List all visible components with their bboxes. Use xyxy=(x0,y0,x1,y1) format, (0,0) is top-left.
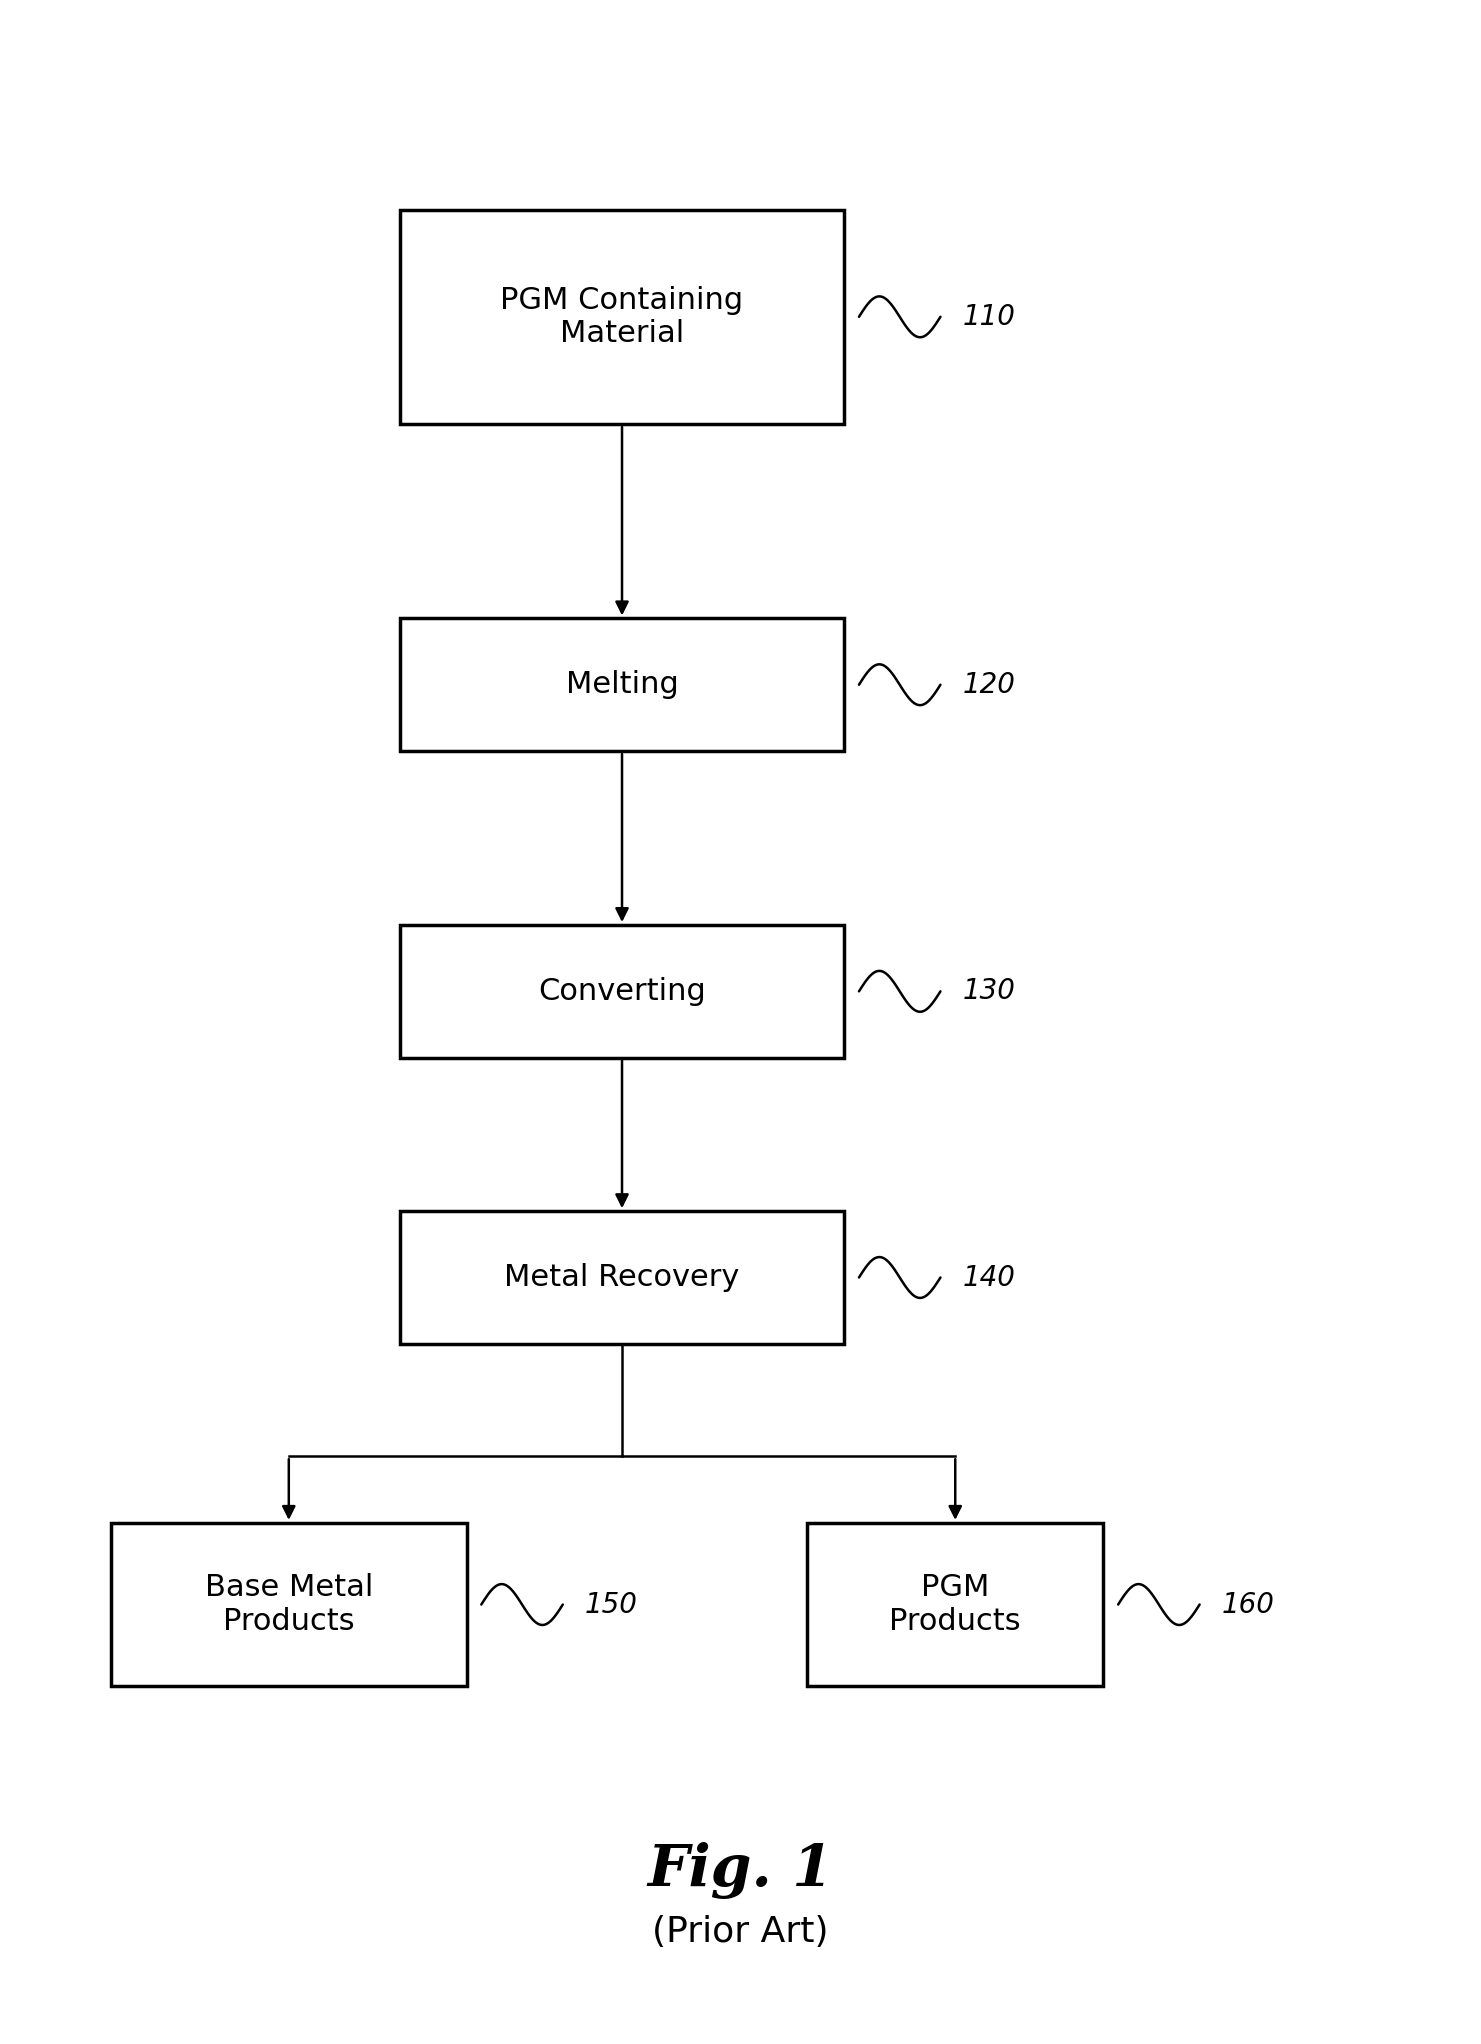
Bar xyxy=(400,1210,844,1345)
Text: 150: 150 xyxy=(585,1590,638,1619)
Text: PGM Containing
Material: PGM Containing Material xyxy=(501,286,743,347)
Text: 160: 160 xyxy=(1222,1590,1275,1619)
Text: 140: 140 xyxy=(963,1263,1016,1292)
Text: PGM
Products: PGM Products xyxy=(890,1574,1020,1635)
Text: 120: 120 xyxy=(963,670,1016,699)
Bar xyxy=(807,1523,1103,1686)
Text: Base Metal
Products: Base Metal Products xyxy=(204,1574,373,1635)
Text: Metal Recovery: Metal Recovery xyxy=(505,1263,739,1292)
Text: (Prior Art): (Prior Art) xyxy=(652,1915,829,1948)
Bar xyxy=(400,924,844,1057)
Text: 130: 130 xyxy=(963,977,1016,1006)
Text: Converting: Converting xyxy=(538,977,706,1006)
Text: Fig. 1: Fig. 1 xyxy=(647,1842,834,1899)
Bar xyxy=(400,211,844,425)
Text: 110: 110 xyxy=(963,303,1016,331)
Bar xyxy=(400,617,844,750)
Text: Melting: Melting xyxy=(566,670,678,699)
Bar xyxy=(111,1523,467,1686)
